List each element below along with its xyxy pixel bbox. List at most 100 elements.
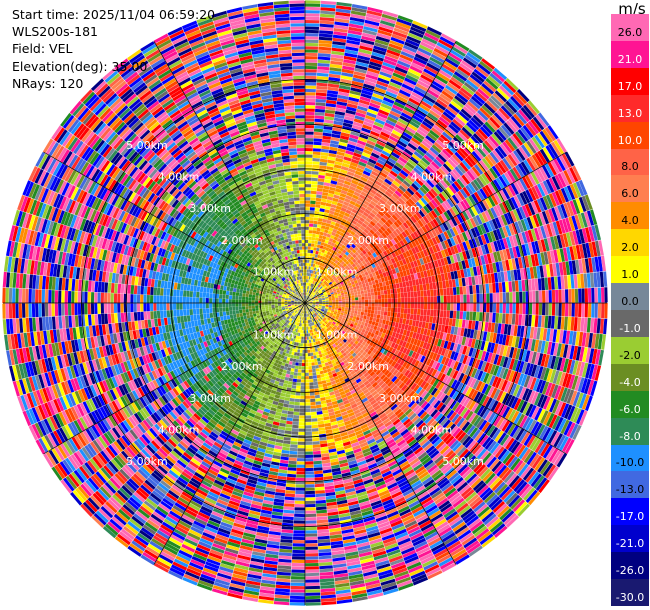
velocity-gate <box>343 234 349 239</box>
velocity-gate <box>350 230 356 236</box>
velocity-gate <box>328 73 341 79</box>
velocity-gate <box>447 303 451 311</box>
velocity-gate <box>479 293 483 303</box>
velocity-gate <box>430 296 434 303</box>
velocity-gate <box>311 171 319 175</box>
velocity-gate <box>305 69 317 73</box>
velocity-gate <box>372 48 386 56</box>
velocity-gate <box>423 309 427 316</box>
velocity-gate <box>314 115 325 120</box>
velocity-gate <box>382 147 393 155</box>
velocity-gate <box>305 164 312 168</box>
velocity-gate <box>329 245 334 250</box>
velocity-gate <box>417 80 430 89</box>
velocity-gate <box>408 120 420 129</box>
velocity-gate <box>324 261 329 266</box>
velocity-gate <box>555 289 559 303</box>
velocity-gate <box>309 283 312 287</box>
velocity-gate <box>345 46 359 52</box>
velocity-gate <box>307 286 310 290</box>
velocity-gate <box>314 214 319 218</box>
velocity-gate <box>496 303 500 313</box>
velocity-gate <box>343 241 348 247</box>
velocity-gate <box>344 177 353 183</box>
velocity-gate <box>305 207 310 211</box>
velocity-gate <box>391 129 402 138</box>
velocity-gate <box>389 110 401 118</box>
velocity-gate <box>340 165 349 171</box>
velocity-gate <box>322 135 331 140</box>
velocity-gate <box>459 286 464 295</box>
velocity-gate <box>396 288 401 294</box>
velocity-gate <box>312 230 317 234</box>
velocity-gate <box>400 51 415 59</box>
velocity-gate <box>307 282 310 286</box>
velocity-gate <box>339 247 344 252</box>
velocity-gate <box>335 8 351 14</box>
velocity-gate <box>347 140 357 146</box>
velocity-gate <box>469 294 474 303</box>
velocity-gate <box>416 284 420 292</box>
velocity-gate <box>325 304 329 306</box>
velocity-gate <box>406 100 419 109</box>
velocity-gate <box>413 308 418 315</box>
velocity-gate <box>306 292 308 296</box>
velocity-gate <box>305 75 317 80</box>
velocity-gate <box>460 294 464 303</box>
velocity-gate <box>367 67 380 74</box>
velocity-gate <box>324 112 335 118</box>
velocity-gate <box>325 265 329 270</box>
velocity-gate <box>329 143 339 148</box>
velocity-gate <box>356 143 365 149</box>
velocity-gate <box>380 311 385 316</box>
velocity-gate <box>379 106 391 113</box>
velocity-gate <box>321 249 326 253</box>
velocity-gate <box>318 36 333 41</box>
velocity-gate <box>324 229 329 234</box>
velocity-gate <box>422 283 427 291</box>
velocity-gate <box>398 57 412 65</box>
velocity-gate <box>485 312 490 322</box>
velocity-gate <box>331 130 342 135</box>
velocity-gate <box>307 246 311 250</box>
velocity-gate <box>305 16 320 21</box>
velocity-gate <box>387 46 402 54</box>
velocity-gate <box>400 287 404 293</box>
velocity-gate <box>354 188 362 194</box>
velocity-gate <box>315 99 326 103</box>
velocity-gate <box>341 186 349 192</box>
velocity-gate <box>394 24 410 33</box>
velocity-gate <box>327 266 331 271</box>
velocity-gate <box>337 216 343 222</box>
velocity-gate <box>378 156 388 163</box>
velocity-gate <box>371 321 376 326</box>
velocity-gate <box>384 307 388 312</box>
velocity-gate <box>422 97 434 107</box>
velocity-gate <box>359 158 368 164</box>
velocity-gate <box>382 10 399 18</box>
velocity-gate <box>426 62 440 72</box>
velocity-gate <box>406 286 411 293</box>
velocity-gate <box>405 74 419 83</box>
velocity-gate <box>327 86 339 92</box>
velocity-gate <box>357 294 362 298</box>
velocity-gate <box>337 250 342 255</box>
velocity-gate <box>601 287 605 303</box>
velocity-gate <box>321 363 326 368</box>
velocity-gate <box>574 288 579 303</box>
velocity-gate <box>362 170 371 177</box>
velocity-gate <box>373 146 383 153</box>
velocity-gate <box>453 295 457 303</box>
velocity-gate <box>317 184 324 189</box>
velocity-gate <box>395 21 411 30</box>
velocity-gate <box>364 19 380 27</box>
velocity-gate <box>369 155 379 162</box>
velocity-gate <box>305 29 319 34</box>
velocity-gate <box>361 306 365 310</box>
velocity-gate <box>365 74 378 81</box>
velocity-gate <box>394 98 407 106</box>
velocity-gate <box>355 300 359 303</box>
velocity-gate <box>400 112 412 120</box>
velocity-gate <box>314 254 318 258</box>
velocity-gate <box>309 207 315 211</box>
